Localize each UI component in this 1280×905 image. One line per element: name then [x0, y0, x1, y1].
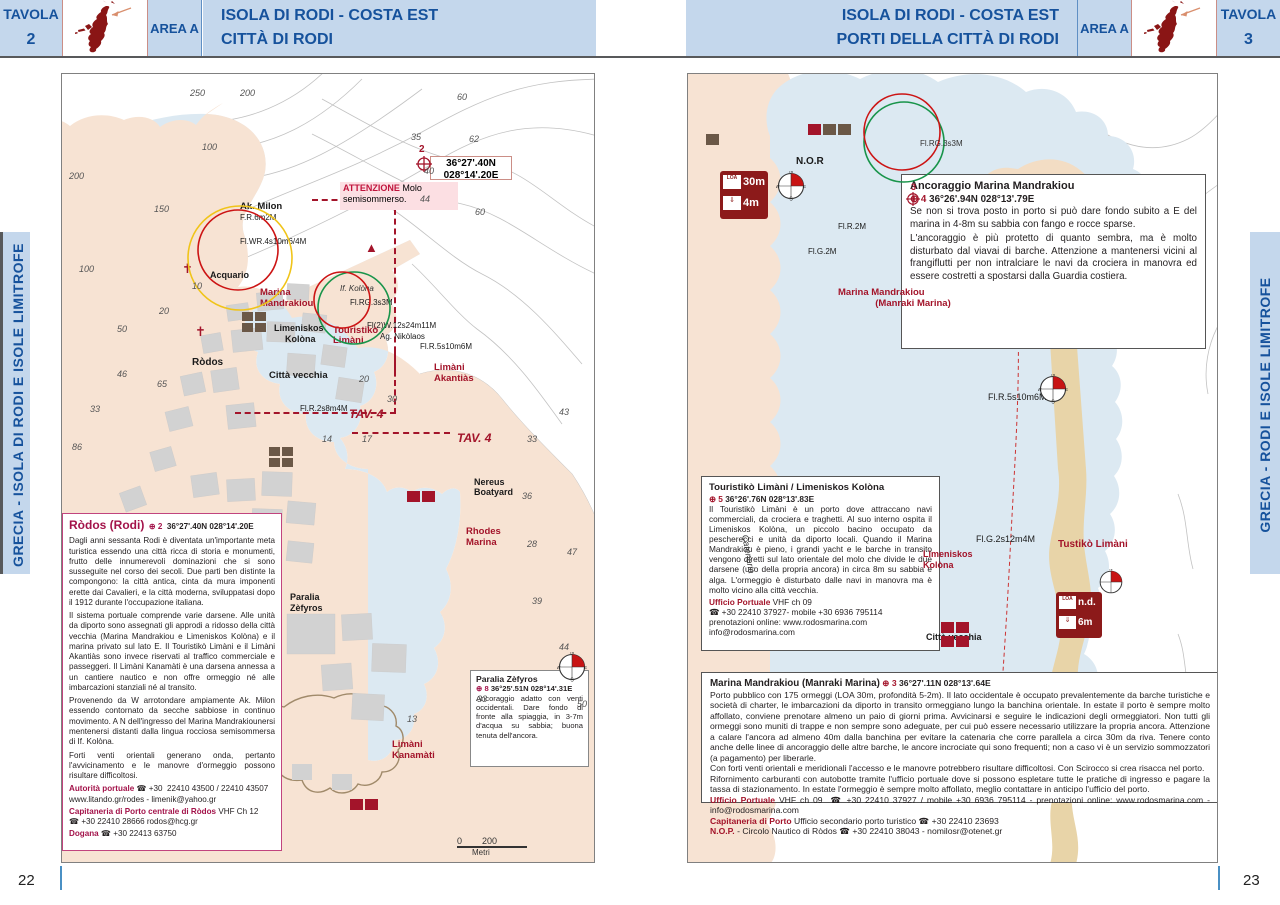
svg-text:E: E: [584, 665, 587, 670]
svg-text:E: E: [803, 184, 806, 189]
svg-text:N: N: [570, 652, 574, 656]
svg-text:N: N: [789, 171, 793, 175]
svg-text:N: N: [1109, 569, 1112, 572]
svg-text:E: E: [1065, 387, 1068, 392]
svg-text:N: N: [1051, 374, 1055, 378]
